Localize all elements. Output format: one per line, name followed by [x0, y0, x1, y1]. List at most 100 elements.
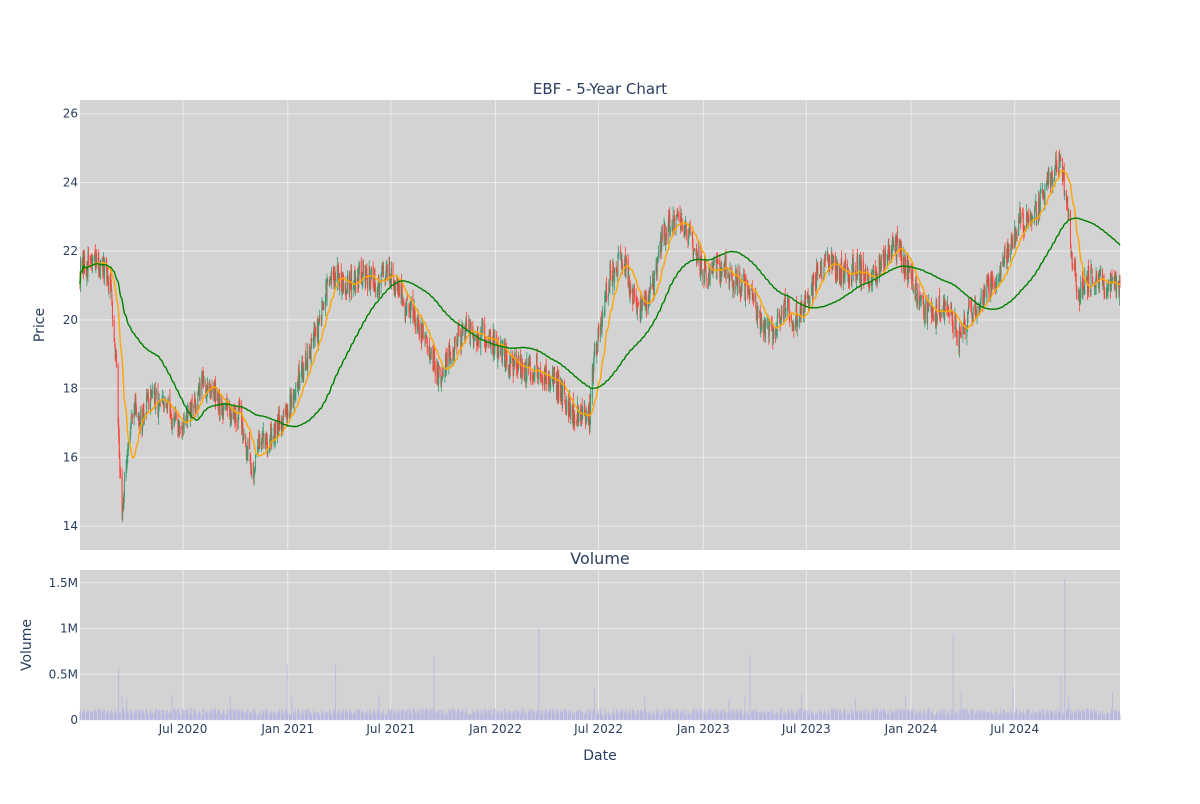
volume-bar	[508, 710, 510, 720]
candle-body	[541, 378, 543, 379]
volume-bar	[97, 708, 99, 720]
candle-body	[365, 272, 367, 274]
candle-body	[146, 396, 148, 398]
volume-bar	[482, 713, 483, 720]
volume-bar	[508, 711, 510, 720]
candle-body	[619, 254, 621, 256]
volume-bar	[723, 708, 725, 720]
volume-bar	[596, 712, 598, 720]
volume-bar	[557, 710, 559, 720]
candle-body	[906, 258, 908, 276]
volume-plot-background	[80, 570, 1120, 720]
candle-body	[434, 346, 436, 369]
candle-body	[163, 403, 165, 407]
candle-body	[652, 278, 654, 285]
candle-body	[529, 358, 531, 361]
volume-bar	[995, 712, 997, 720]
volume-bar	[393, 714, 395, 720]
volume-bar	[318, 712, 319, 720]
volume-bar	[165, 710, 167, 720]
volume-bar	[799, 708, 801, 720]
candle-body	[1072, 267, 1074, 268]
candle-body	[457, 331, 459, 342]
candle-body	[137, 416, 139, 418]
candle-body	[302, 376, 304, 380]
volume-bar	[1040, 711, 1042, 720]
candle-body	[792, 322, 794, 329]
candle-body	[234, 408, 236, 420]
candle-body	[777, 312, 779, 317]
candle-body	[978, 305, 980, 312]
volume-bar	[222, 708, 224, 720]
candle-body	[262, 430, 264, 433]
candle-body	[566, 399, 568, 413]
candle-body	[306, 363, 308, 369]
volume-bar	[104, 709, 105, 720]
volume-bar	[598, 713, 600, 720]
volume-bar	[493, 715, 495, 720]
volume-bar	[253, 708, 255, 720]
volume-bar	[924, 713, 926, 720]
volume-bar	[684, 709, 685, 720]
candle-body	[536, 353, 538, 372]
candle-body	[1010, 253, 1012, 255]
candle-body	[800, 309, 802, 320]
candle-body	[386, 266, 388, 271]
candle-body	[755, 294, 757, 303]
volume-bar	[353, 713, 355, 720]
candle-body	[756, 308, 758, 323]
candle-body	[231, 413, 233, 418]
candle-body	[577, 406, 579, 421]
volume-bar	[229, 711, 231, 720]
candle-body	[542, 376, 544, 387]
volume-bar	[900, 709, 902, 720]
volume-bar	[493, 708, 495, 720]
candle-body	[122, 505, 124, 507]
candle-body	[147, 394, 149, 404]
candle-body	[769, 321, 771, 324]
candle-body	[179, 426, 181, 429]
candle-body	[924, 320, 926, 322]
volume-bar	[713, 710, 715, 720]
volume-y-tick-label: 1M	[60, 622, 78, 636]
volume-bar	[81, 714, 83, 720]
volume-bar	[139, 713, 141, 720]
volume-bar	[282, 710, 284, 720]
volume-bar	[302, 712, 304, 720]
candle-body	[869, 282, 871, 289]
volume-bar	[1006, 715, 1008, 720]
volume-bar	[528, 711, 530, 720]
volume-bar	[367, 713, 368, 720]
candle-body	[793, 325, 795, 331]
volume-bar	[1026, 709, 1028, 720]
volume-bar	[213, 710, 215, 720]
candle-body	[336, 264, 338, 284]
volume-bar	[725, 714, 727, 720]
candle-body	[552, 373, 554, 386]
candle-body	[729, 266, 731, 276]
candle-body	[560, 383, 562, 401]
volume-bar	[1067, 708, 1069, 720]
candle-body	[118, 436, 120, 459]
candle-body	[1027, 218, 1029, 223]
candle-body	[871, 274, 873, 286]
candle-body	[1060, 156, 1062, 158]
candle-body	[739, 272, 741, 295]
candle-body	[898, 243, 900, 251]
volume-bar	[533, 710, 535, 720]
candle-body	[452, 350, 454, 354]
candle-body	[167, 401, 169, 407]
volume-bar	[807, 710, 808, 720]
volume-bar	[832, 709, 833, 720]
candle-body	[518, 355, 520, 361]
candle-body	[273, 426, 275, 442]
candle-body	[161, 401, 163, 402]
volume-bar	[693, 715, 695, 720]
candle-body	[836, 266, 838, 268]
volume-bar	[217, 711, 219, 720]
candle-body	[203, 375, 205, 384]
volume-bar	[501, 713, 503, 720]
candle-body	[401, 287, 403, 304]
volume-chart-title: Volume	[570, 549, 630, 568]
